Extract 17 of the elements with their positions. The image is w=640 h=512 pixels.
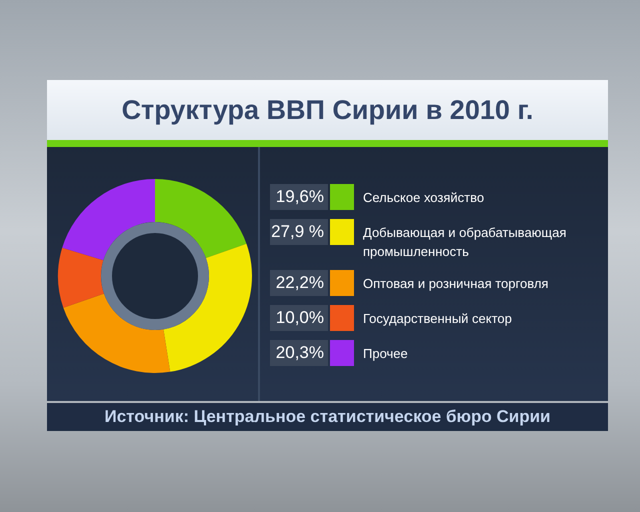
donut-slice [62, 179, 155, 260]
donut-slice [163, 244, 252, 372]
legend-label: Сельское хозяйство [363, 189, 486, 207]
data-label: 22,2% [270, 270, 328, 296]
chart-title: Структура ВВП Сирии в 2010 г. [122, 94, 534, 126]
legend-label: Прочее [363, 345, 409, 363]
donut-slice [63, 294, 170, 373]
data-label: 19,6% [270, 184, 328, 210]
donut-slice [58, 248, 104, 308]
data-label: 27,9 % [270, 219, 328, 245]
data-label: 20,3% [270, 340, 328, 366]
donut-slice [155, 179, 246, 258]
text: Источник: Центральное статистическое бюро Сирии [47, 403, 608, 431]
legend-label: Добывающая и обрабатывающая промышленность [363, 224, 568, 261]
legend-label: Государственный сектор [363, 310, 513, 328]
legend-label: Оптовая и розничная торговля [363, 275, 550, 293]
data-label: 10,0% [270, 305, 328, 331]
